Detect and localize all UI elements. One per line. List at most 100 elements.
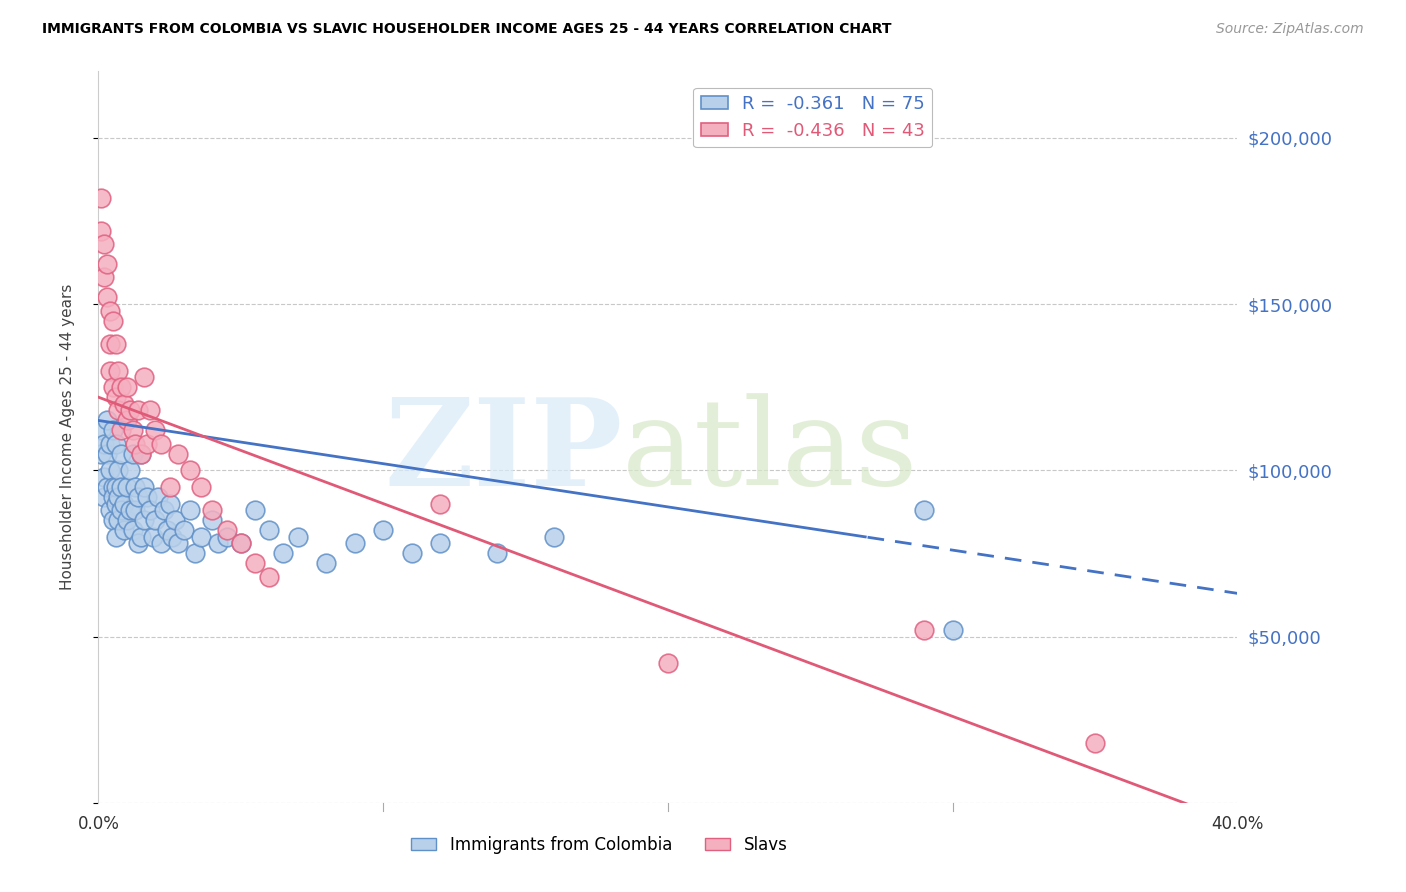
Point [153, 503, 176, 517]
Point [104, 390, 127, 404]
Point [121, 523, 143, 537]
Point [112, 523, 135, 537]
Point [110, 503, 132, 517]
Point [315, 557, 337, 571]
Point [104, 436, 127, 450]
Point [115, 513, 138, 527]
Point [110, 480, 132, 494]
Point [259, 523, 281, 537]
Point [167, 536, 190, 550]
Point [179, 463, 201, 477]
Point [93, 237, 115, 252]
Point [259, 570, 281, 584]
Point [373, 523, 395, 537]
Point [118, 403, 141, 417]
Point [115, 380, 138, 394]
Point [1084, 736, 1107, 750]
Point [138, 403, 160, 417]
Point [343, 536, 366, 550]
Point [96, 447, 118, 461]
Point [942, 623, 965, 637]
Point [98, 503, 121, 517]
Text: atlas: atlas [623, 393, 920, 510]
Point [112, 397, 135, 411]
Point [912, 503, 935, 517]
Point [273, 546, 295, 560]
Point [96, 413, 118, 427]
Point [215, 523, 238, 537]
Point [93, 490, 115, 504]
Point [129, 447, 152, 461]
Point [110, 447, 132, 461]
Point [118, 463, 141, 477]
Point [121, 424, 143, 438]
Point [93, 270, 115, 285]
Point [207, 536, 229, 550]
Point [229, 536, 252, 550]
Point [167, 447, 190, 461]
Point [90, 424, 112, 438]
Point [110, 380, 132, 394]
Point [96, 257, 118, 271]
Point [201, 513, 224, 527]
Point [93, 436, 115, 450]
Point [107, 490, 129, 504]
Point [215, 530, 238, 544]
Point [145, 513, 167, 527]
Point [96, 480, 118, 494]
Point [90, 224, 112, 238]
Point [243, 503, 266, 517]
Point [98, 363, 121, 377]
Point [129, 530, 152, 544]
Point [190, 480, 212, 494]
Point [132, 480, 155, 494]
Point [104, 337, 127, 351]
Point [148, 490, 170, 504]
Point [98, 436, 121, 450]
Point [101, 314, 124, 328]
Point [101, 490, 124, 504]
Point [127, 403, 149, 417]
Point [159, 497, 181, 511]
Point [162, 530, 184, 544]
Point [107, 463, 129, 477]
Point [96, 290, 118, 304]
Point [287, 530, 309, 544]
Point [138, 503, 160, 517]
Point [132, 513, 155, 527]
Point [124, 503, 146, 517]
Point [156, 523, 179, 537]
Point [150, 536, 173, 550]
Point [98, 303, 121, 318]
Point [229, 536, 252, 550]
Point [657, 656, 679, 670]
Point [150, 436, 173, 450]
Point [115, 413, 138, 427]
Point [115, 413, 138, 427]
Point [201, 503, 224, 517]
Point [127, 490, 149, 504]
Point [90, 447, 112, 461]
Point [124, 436, 146, 450]
Point [93, 470, 115, 484]
Point [115, 480, 138, 494]
Point [429, 497, 451, 511]
Point [132, 370, 155, 384]
Point [145, 424, 167, 438]
Text: IMMIGRANTS FROM COLOMBIA VS SLAVIC HOUSEHOLDER INCOME AGES 25 - 44 YEARS CORRELA: IMMIGRANTS FROM COLOMBIA VS SLAVIC HOUSE… [42, 22, 891, 37]
Point [141, 530, 163, 544]
Point [429, 536, 451, 550]
Point [135, 436, 157, 450]
Point [110, 424, 132, 438]
Point [101, 480, 124, 494]
Text: ZIP: ZIP [384, 392, 623, 511]
Point [101, 513, 124, 527]
Point [129, 447, 152, 461]
Point [159, 480, 181, 494]
Y-axis label: Householder Income Ages 25 - 44 years: Householder Income Ages 25 - 44 years [60, 284, 75, 591]
Point [98, 337, 121, 351]
Legend: Immigrants from Colombia, Slavs: Immigrants from Colombia, Slavs [405, 829, 794, 860]
Point [101, 424, 124, 438]
Point [243, 557, 266, 571]
Point [486, 546, 509, 560]
